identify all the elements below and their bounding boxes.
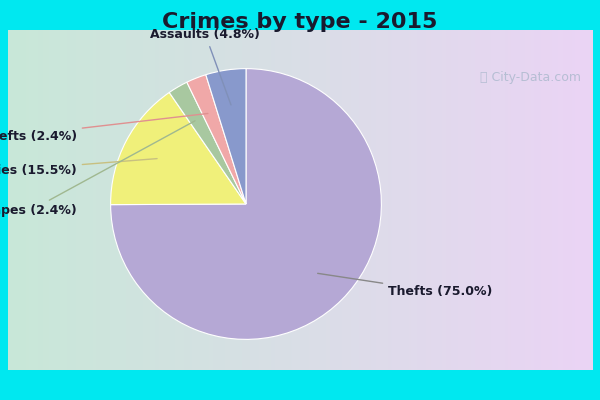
Text: Burglaries (15.5%): Burglaries (15.5%) <box>0 159 157 177</box>
Wedge shape <box>110 69 382 339</box>
Wedge shape <box>169 82 246 204</box>
Text: Rapes (2.4%): Rapes (2.4%) <box>0 121 195 217</box>
Wedge shape <box>206 69 246 204</box>
Text: Crimes by type - 2015: Crimes by type - 2015 <box>163 12 437 32</box>
Text: Assaults (4.8%): Assaults (4.8%) <box>151 28 260 105</box>
Text: Thefts (75.0%): Thefts (75.0%) <box>317 273 493 298</box>
Wedge shape <box>187 75 246 204</box>
Text: ⓘ City-Data.com: ⓘ City-Data.com <box>479 71 581 84</box>
Text: Auto thefts (2.4%): Auto thefts (2.4%) <box>0 114 208 143</box>
Wedge shape <box>110 92 246 205</box>
